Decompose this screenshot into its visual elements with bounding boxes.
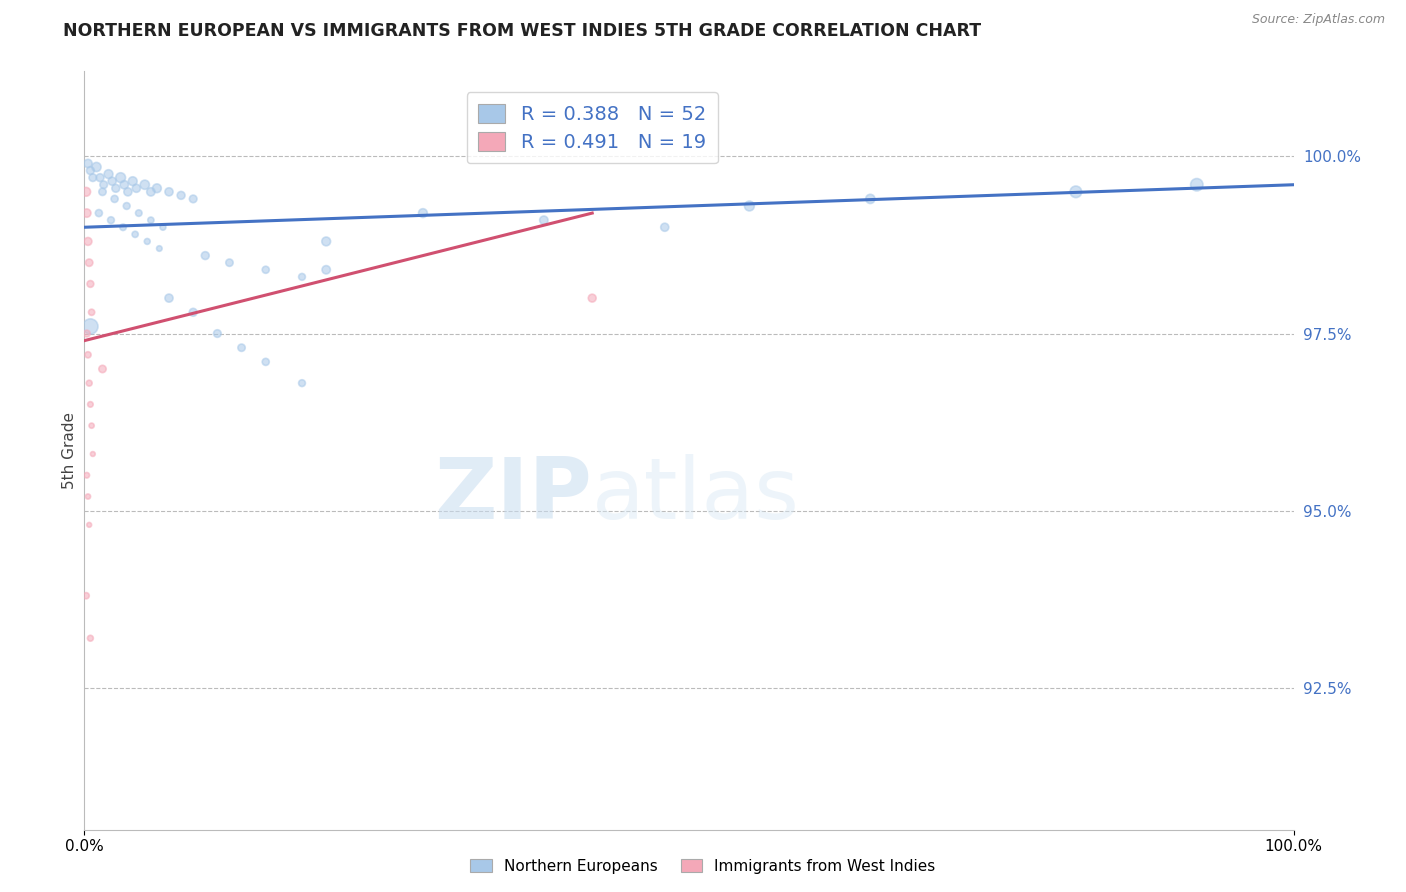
Point [79,319,101,334]
Point [77,376,100,391]
Point [76,206,98,220]
Point [117,185,139,199]
Point [77,255,100,269]
Point [112,178,135,192]
Point [77,490,100,504]
Point [170,188,193,202]
Text: Source: ZipAtlas.com: Source: ZipAtlas.com [1251,13,1385,27]
Point [77,156,100,170]
Point [79,277,101,291]
Text: NORTHERN EUROPEAN VS IMMIGRANTS FROM WEST INDIES 5TH GRADE CORRELATION CHART: NORTHERN EUROPEAN VS IMMIGRANTS FROM WES… [63,22,981,40]
Point [76,468,98,483]
Point [79,632,101,646]
Point [654,220,676,235]
Point [100,213,122,227]
Point [533,213,555,227]
Point [291,376,314,391]
Legend: R = 0.388   N = 52, R = 0.491   N = 19: R = 0.388 N = 52, R = 0.491 N = 19 [467,93,718,163]
Point [77,517,100,532]
Point [128,206,150,220]
Point [86,160,108,174]
Point [79,163,101,178]
Point [104,181,127,195]
Point [139,185,162,199]
Point [146,181,169,195]
Legend: Northern Europeans, Immigrants from West Indies: Northern Europeans, Immigrants from West… [464,853,942,880]
Point [181,305,204,319]
Point [80,305,103,319]
Point [207,326,229,341]
Point [87,206,110,220]
Point [91,362,114,376]
Point [125,181,148,195]
Point [181,192,204,206]
Point [89,170,111,185]
Point [110,170,132,185]
Point [134,178,156,192]
Point [97,167,120,181]
Point [581,291,603,305]
Point [148,242,170,256]
Point [738,199,761,213]
Point [218,255,240,269]
Point [76,326,98,341]
Point [1185,178,1208,192]
Point [112,220,135,235]
Point [1064,185,1087,199]
Point [315,262,337,277]
Point [231,341,253,355]
Point [121,174,143,188]
Point [82,170,104,185]
Point [93,178,115,192]
Point [291,269,314,284]
Point [91,185,114,199]
Point [254,355,277,369]
Point [77,235,100,249]
Point [859,192,882,206]
Point [254,262,277,277]
Point [75,185,97,199]
Point [124,227,146,242]
Text: atlas: atlas [592,454,800,538]
Point [79,397,101,411]
Point [157,185,180,199]
Point [104,192,127,206]
Point [136,235,159,249]
Point [139,213,162,227]
Point [75,589,97,603]
Point [152,220,174,235]
Point [315,235,337,249]
Point [82,447,104,461]
Point [77,348,100,362]
Y-axis label: 5th Grade: 5th Grade [62,412,77,489]
Point [115,199,138,213]
Point [412,206,434,220]
Point [101,174,124,188]
Point [157,291,180,305]
Text: ZIP: ZIP [434,454,592,538]
Point [80,418,103,433]
Point [194,249,217,263]
